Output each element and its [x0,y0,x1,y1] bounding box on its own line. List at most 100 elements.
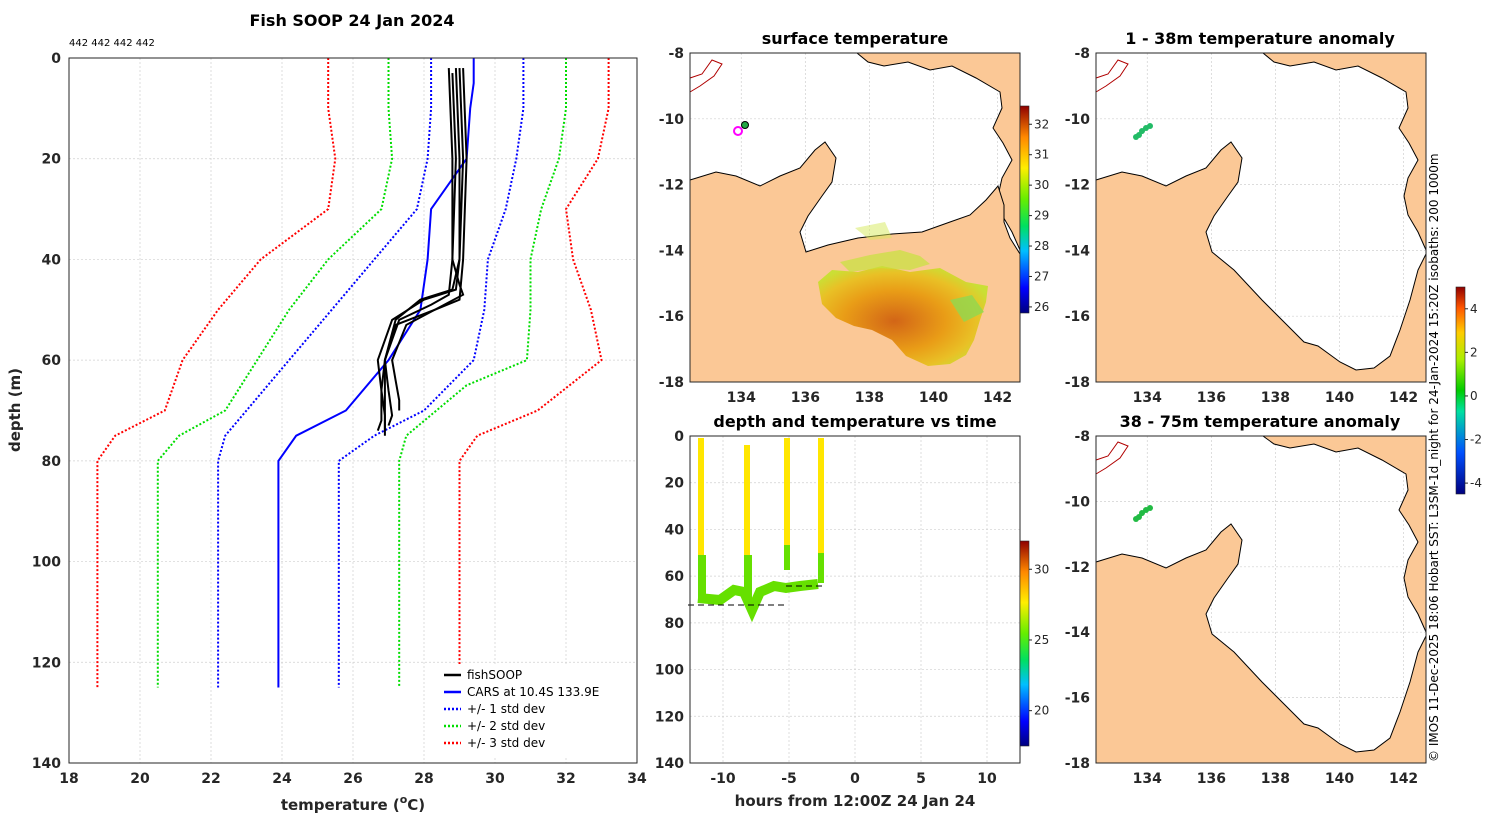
sst-xtick: 134 [727,390,756,406]
profile-xtick: 20 [130,771,150,787]
time-ytick: 120 [655,709,684,725]
profile-xtick: 28 [414,771,433,787]
time-xtick: 10 [977,771,997,787]
anom2-ytick: -14 [1065,625,1091,641]
sst-data-field [818,266,988,366]
anom1-ytick: -16 [1065,309,1090,325]
profile-subtitle: 442 442 442 442 [69,38,155,49]
time-ytick: 60 [665,569,685,585]
anomaly-colorbar [1455,286,1466,495]
anom2-track [1133,505,1153,522]
series--2-std-dev [398,58,567,688]
fishsoop-profile [380,68,465,431]
profile-xtick: 34 [627,771,647,787]
anom2-axes-frame [1095,435,1427,764]
profile-ytick: 60 [42,353,62,369]
series--3-std-dev [458,58,610,688]
time-xtick: 0 [850,771,860,787]
profile-xlabel: temperature (oC) [281,793,425,814]
time-colorbar [1019,540,1030,747]
sst-ytick: -14 [659,243,685,259]
fishsoop-profile [383,68,454,436]
profile-ytick: 20 [42,152,62,168]
anom1-title: 1 - 38m temperature anomaly [1125,29,1395,48]
anom1-xtick: 140 [1325,390,1354,406]
time-colorbar-tick: 20 [1034,704,1049,718]
sst-colorbar-tick: 31 [1034,148,1049,162]
sst-xtick: 142 [983,390,1012,406]
anomaly-colorbar-tick: 4 [1470,302,1478,316]
sst-colorbar-tick: 27 [1034,269,1049,283]
time-colorbar-ticks: 30 25 20 [1029,562,1049,718]
fishsoop-profile [383,68,468,426]
sst-xtick: 140 [919,390,948,406]
profile-grid [68,57,638,764]
anom2-ytick: -18 [1065,756,1090,772]
sst-map-panel: surface temperature 134 136 138 140 142 -8 -10… [659,29,1050,406]
sst-xtick: 136 [791,390,820,406]
anom2-ticks: 134 136 138 140 142 -8 -10 -12 -14 -16 -18 [1065,429,1418,787]
anomaly-colorbar-tick: 2 [1470,345,1478,359]
series--3-std-dev [96,58,337,688]
sst-colorbar-tick: 32 [1034,117,1049,131]
sst-ytick: -8 [668,46,684,62]
profile-ytick: 40 [42,252,62,268]
time-ytick: 40 [665,522,685,538]
profile-xtick: 26 [343,771,362,787]
legend-fishsoop: fishSOOP [467,668,522,682]
time-ytick: 100 [655,663,684,679]
sst-ytick: -12 [659,178,684,194]
fishsoop-profile [391,73,465,411]
series--2-std-dev [156,58,394,688]
anom2-ytick: -8 [1074,429,1090,445]
profile-ylabel: depth (m) [6,368,24,452]
profile-ytick: 120 [32,655,61,671]
time-xtick: 5 [916,771,926,787]
anom1-track [1133,123,1153,140]
profile-xtick: 30 [485,771,505,787]
anomaly-colorbar-tick: -4 [1470,476,1482,490]
anom1-ytick: -8 [1074,46,1090,62]
anomaly-colorbar-tick: 0 [1470,389,1478,403]
profile-ytick: 100 [32,555,61,571]
time-xtick: -5 [781,771,797,787]
anom2-title: 38 - 75m temperature anomaly [1120,412,1401,431]
time-ytick: 80 [665,616,685,632]
time-xlabel: hours from 12:00Z 24 Jan 24 [735,792,976,810]
anom1-xtick: 138 [1261,390,1290,406]
anomaly-colorbar-tick: -2 [1470,433,1482,447]
sst-colorbar-tick: 28 [1034,239,1049,253]
sst-title: surface temperature [762,29,949,48]
anom1-ticks: 134 136 138 140 142 -8 -10 -12 -14 -16 -18 [1065,46,1418,406]
sst-colorbar-tick: 30 [1034,178,1049,192]
sst-isobath [689,59,723,93]
sst-map-body [689,52,1021,383]
time-xtick: -10 [710,771,736,787]
anom2-xtick: 136 [1197,771,1226,787]
sst-track-point [741,121,749,129]
time-colorbar-tick: 25 [1034,633,1049,647]
anom1-xtick: 134 [1133,390,1162,406]
sst-ytick: -10 [659,112,685,128]
time-panel: depth and temperature vs time -10 -5 0 5 100… [655,412,1050,810]
sst-ticks: 134 136 138 140 142 -8 -10 -12 -14 -16 -18 [659,46,1012,406]
anom1-ytick: -18 [1065,375,1090,391]
profile-xtick: 22 [201,771,220,787]
profile-ytick: 0 [51,51,61,67]
sst-xtick: 138 [855,390,884,406]
legend-cars: CARS at 10.4S 133.9E [467,685,599,699]
profile-xtick: 18 [59,771,78,787]
side-note: © IMOS 11-Dec-2025 18:06 Hobart SST: L3S… [1427,153,1441,762]
anomaly-map-1-panel: 1 - 38m temperature anomaly 134 136 138 140… [1065,29,1427,406]
anom2-ytick: -12 [1065,560,1090,576]
anom2-xtick: 138 [1261,771,1290,787]
anomaly-colorbar-ticks: 4 2 0 -2 -4 [1465,302,1482,490]
profile-axes-frame [68,57,638,764]
anom2-ytick: -16 [1065,691,1090,707]
profile-series [96,58,610,688]
time-title: depth and temperature vs time [713,412,996,431]
anom2-xtick: 140 [1325,771,1354,787]
anom1-ytick: -14 [1065,243,1091,259]
